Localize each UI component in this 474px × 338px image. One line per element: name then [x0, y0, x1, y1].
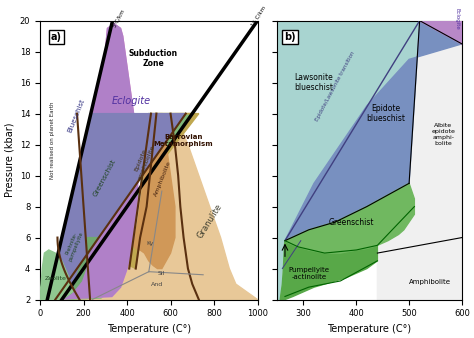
Polygon shape [280, 241, 377, 299]
Polygon shape [47, 24, 138, 299]
Text: Ky: Ky [146, 241, 154, 246]
Text: Eclogite: Eclogite [455, 8, 460, 29]
Polygon shape [419, 21, 462, 44]
Text: Epidote
amphibolite: Epidote amphibolite [131, 142, 155, 180]
Polygon shape [62, 114, 192, 299]
Text: Epidote
blueschist: Epidote blueschist [366, 104, 405, 123]
Polygon shape [40, 250, 73, 299]
Text: Barrovian
Metamorphism: Barrovian Metamorphism [154, 134, 213, 147]
Polygon shape [134, 114, 175, 269]
Text: Amphibolite: Amphibolite [154, 160, 173, 197]
Text: Pumpellyite
-actinolite: Pumpellyite -actinolite [288, 267, 329, 281]
Text: Lawsonite
blueschist: Lawsonite blueschist [294, 73, 334, 92]
Text: 5°C/km: 5°C/km [112, 8, 126, 28]
Polygon shape [60, 238, 99, 299]
Text: Granulite: Granulite [195, 202, 224, 240]
Polygon shape [285, 21, 462, 241]
Text: Greenschist: Greenschist [328, 218, 374, 227]
Text: Epidote/Lawsonite transition: Epidote/Lawsonite transition [315, 51, 356, 122]
Polygon shape [62, 114, 257, 299]
Polygon shape [47, 114, 186, 299]
Polygon shape [47, 24, 138, 299]
Text: Eclogite: Eclogite [112, 96, 151, 106]
Text: Albite
epidote
amphi-
bolite: Albite epidote amphi- bolite [431, 123, 456, 146]
Text: Blueschist: Blueschist [66, 98, 85, 133]
X-axis label: Temperature (C°): Temperature (C°) [107, 324, 191, 334]
Text: Amphibolite: Amphibolite [409, 279, 451, 285]
Text: Zeolite: Zeolite [45, 276, 66, 281]
Polygon shape [277, 21, 462, 299]
Text: Prehnite-
pumpellyite: Prehnite- pumpellyite [63, 228, 85, 262]
Polygon shape [377, 21, 462, 299]
Y-axis label: Pressure (kbar): Pressure (kbar) [4, 123, 14, 197]
Polygon shape [285, 183, 414, 253]
Text: Not realised on planet Earth: Not realised on planet Earth [49, 102, 55, 179]
Text: b): b) [284, 32, 296, 42]
Polygon shape [105, 114, 199, 269]
Text: 15 C/km: 15 C/km [250, 5, 266, 27]
Text: Sil: Sil [157, 271, 165, 276]
X-axis label: Temperature (C°): Temperature (C°) [328, 324, 411, 334]
Text: Greenschist: Greenschist [92, 158, 117, 197]
Text: Subduction
Zone: Subduction Zone [128, 49, 178, 68]
Text: a): a) [51, 32, 62, 42]
Text: And: And [151, 282, 163, 287]
